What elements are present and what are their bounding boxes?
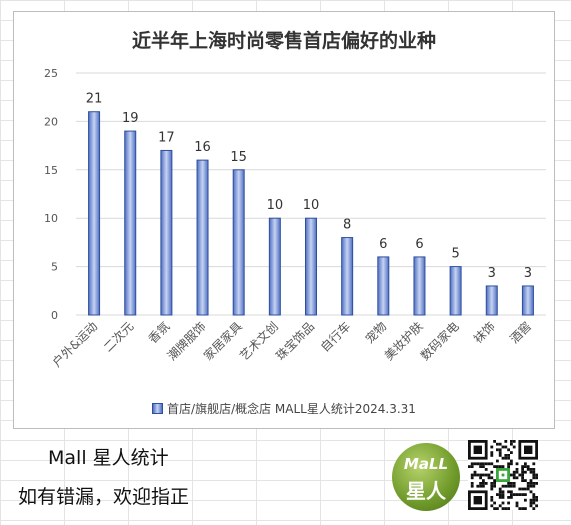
bar <box>196 159 209 316</box>
x-tick-label: 酒窖 <box>506 319 534 347</box>
bar <box>413 256 426 316</box>
qr-code-icon <box>468 440 538 510</box>
y-tick-label: 5 <box>51 261 58 274</box>
chart-title: 近半年上海时尚零售首店偏好的业种 <box>131 30 436 52</box>
legend-label: 首店/旗舰店/概念店 MALL星人统计2024.3.31 <box>167 402 416 416</box>
x-tick-label: 艺术文创 <box>236 319 281 364</box>
legend-swatch <box>152 403 164 414</box>
bar <box>341 237 354 316</box>
mall-xingren-logo: MaLL 星人 <box>392 443 460 511</box>
chart-legend[interactable]: 首店/旗舰店/概念店 MALL星人统计2024.3.31 <box>14 400 554 417</box>
bar <box>377 256 390 316</box>
y-tick-label: 0 <box>51 309 58 322</box>
y-tick-label: 15 <box>44 164 58 177</box>
logo-text-top: MaLL <box>403 455 449 473</box>
x-tick-label: 宠物 <box>362 319 390 347</box>
data-label: 15 <box>230 150 247 165</box>
footer-note: 如有错漏，欢迎指正 <box>18 486 190 508</box>
data-label: 19 <box>122 111 139 126</box>
data-label: 6 <box>379 237 387 252</box>
data-label: 3 <box>524 266 532 281</box>
y-tick-label: 25 <box>44 67 58 80</box>
data-label: 21 <box>86 92 103 107</box>
data-label: 5 <box>451 247 459 262</box>
footer-brand: Mall 星人统计 <box>48 447 169 469</box>
data-label: 8 <box>343 218 351 233</box>
bar <box>521 285 534 316</box>
bar <box>268 217 281 316</box>
bar <box>449 266 462 316</box>
bar <box>88 111 101 316</box>
x-tick-label: 家居家具 <box>200 319 245 364</box>
data-label: 3 <box>488 266 496 281</box>
data-label: 10 <box>267 198 284 213</box>
bar-chart-plot: 0 5 10 15 20 25 21 户外&运动 19 二次元 17 香氛 16 潮牌服饰 15 家居家具 10… <box>44 67 546 370</box>
y-tick-label: 20 <box>44 115 58 128</box>
x-tick-label: 美妆护肤 <box>381 319 426 364</box>
logo-text-bottom: 星人 <box>406 479 446 503</box>
x-tick-label: 香氛 <box>146 319 173 346</box>
bar <box>124 130 137 316</box>
data-label: 17 <box>158 130 175 145</box>
x-tick-label: 户外&运动 <box>49 319 100 370</box>
data-label: 16 <box>194 140 211 155</box>
x-tick-label: 珠宝饰品 <box>273 319 317 363</box>
x-tick-label: 袜饰 <box>471 319 498 346</box>
chart-area[interactable]: 近半年上海时尚零售首店偏好的业种 0 5 10 15 20 25 21 户外&运动 19 二次元 1… <box>13 11 555 429</box>
bar <box>485 285 498 316</box>
bar <box>160 149 173 316</box>
x-tick-label: 潮牌服饰 <box>164 319 209 364</box>
x-tick-label: 二次元 <box>101 319 136 354</box>
x-tick-label: 数码家电 <box>417 319 462 364</box>
x-tick-label: 自行车 <box>317 319 353 355</box>
data-label: 10 <box>303 198 320 213</box>
bar <box>232 169 245 316</box>
y-tick-label: 10 <box>44 212 58 225</box>
bar <box>305 217 317 316</box>
data-label: 6 <box>415 237 423 252</box>
